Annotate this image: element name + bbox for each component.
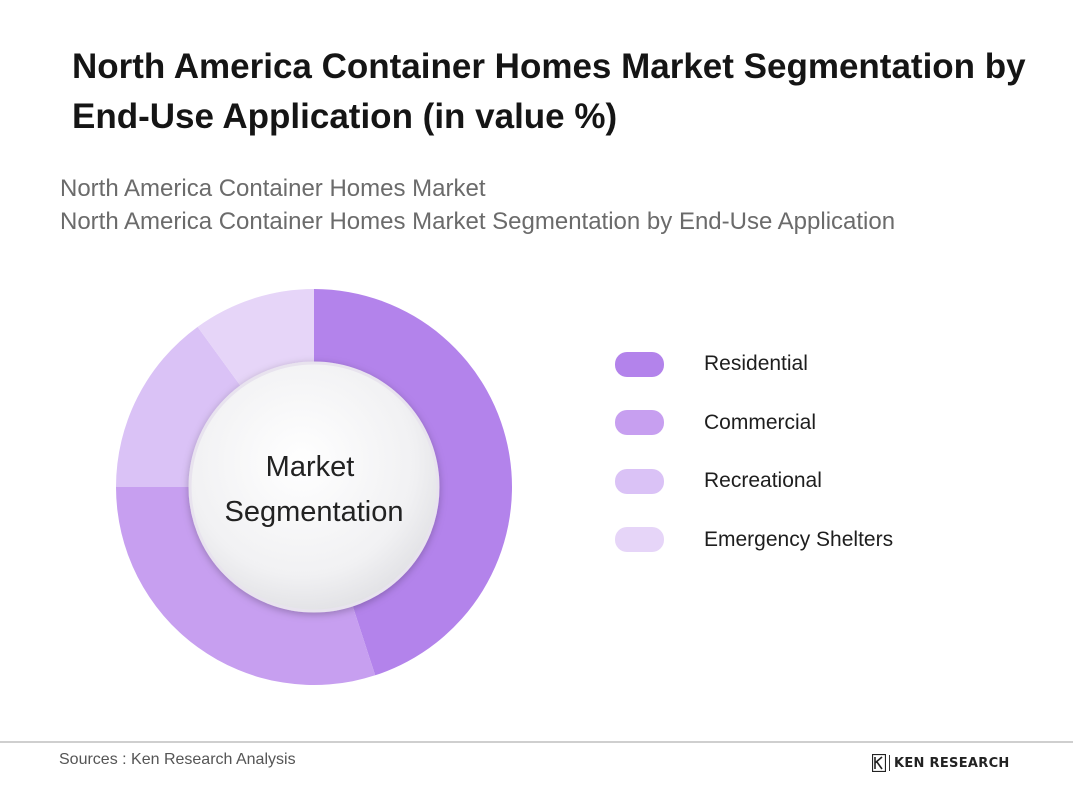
legend-swatch bbox=[615, 352, 664, 377]
brand-name: KEN RESEARCH bbox=[894, 756, 1010, 771]
legend-item-recreational: Recreational bbox=[615, 461, 893, 501]
center-label-line-1: Market bbox=[266, 451, 355, 483]
legend-label: Commercial bbox=[704, 411, 816, 435]
donut-center bbox=[190, 363, 438, 611]
brand-logo: KEN RESEARCH bbox=[872, 753, 1010, 773]
legend-item-commercial: Commercial bbox=[615, 403, 893, 443]
legend-swatch bbox=[615, 527, 664, 552]
chart-title: North America Container Homes Market Seg… bbox=[72, 42, 1052, 142]
source-note: Sources : Ken Research Analysis bbox=[59, 751, 296, 769]
donut-chart: Market Segmentation bbox=[0, 270, 600, 710]
legend-swatch bbox=[615, 410, 664, 435]
ken-research-logo-icon bbox=[872, 754, 886, 772]
subtitle-line-1: North America Container Homes Market bbox=[60, 172, 1040, 205]
footer-divider bbox=[0, 741, 1073, 743]
subtitle: North America Container Homes Market Nor… bbox=[60, 172, 1040, 238]
legend-label: Recreational bbox=[704, 469, 822, 493]
brand-separator bbox=[889, 755, 890, 771]
legend-item-residential: Residential bbox=[615, 344, 893, 384]
center-label-line-2: Segmentation bbox=[225, 496, 404, 528]
chart-legend: Residential Commercial Recreational Emer… bbox=[615, 344, 893, 578]
legend-label: Emergency Shelters bbox=[704, 528, 893, 552]
subtitle-line-2: North America Container Homes Market Seg… bbox=[60, 205, 1040, 238]
legend-label: Residential bbox=[704, 352, 808, 376]
legend-swatch bbox=[615, 469, 664, 494]
legend-item-emergency-shelters: Emergency Shelters bbox=[615, 520, 893, 560]
